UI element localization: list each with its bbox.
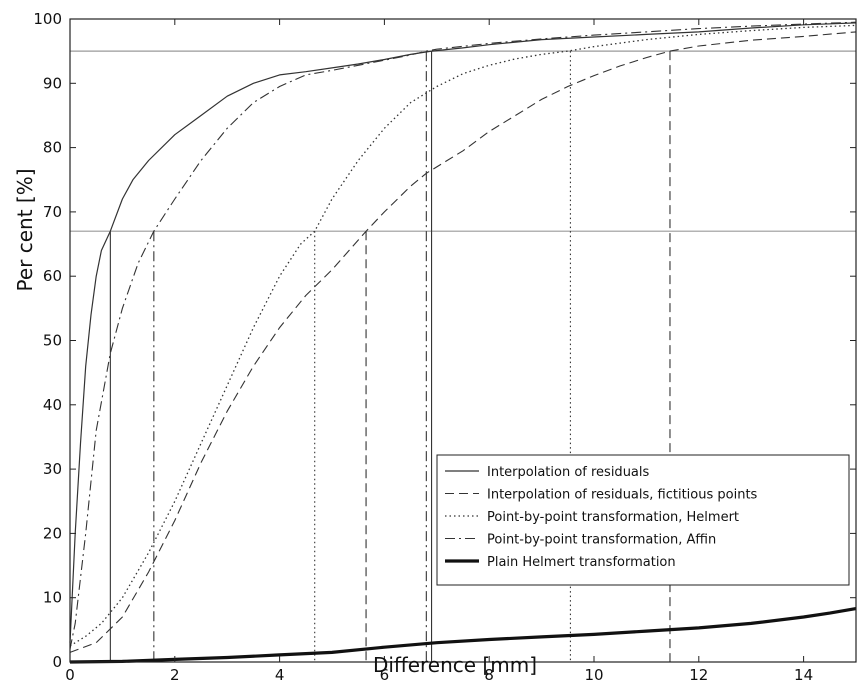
x-tick-label: 4 <box>275 666 285 683</box>
series-line-5 <box>69 607 857 664</box>
y-tick-label: 60 <box>43 267 62 285</box>
series-line-4 <box>69 21 857 650</box>
legend-label-4: Point-by-point transformation, Affin <box>487 533 716 548</box>
x-tick-label: 6 <box>380 666 390 683</box>
x-tick-label: 0 <box>65 666 75 683</box>
y-tick-label: 80 <box>43 139 62 157</box>
legend-label-3: Point-by-point transformation, Helmert <box>487 510 739 525</box>
legend-label-5: Plain Helmert transformation <box>487 555 676 570</box>
y-tick-label: 40 <box>43 396 62 414</box>
y-tick-label: 20 <box>43 524 62 542</box>
x-axis-title: Difference [mm] <box>373 653 537 677</box>
y-tick-label: 0 <box>52 653 62 671</box>
x-tick-label: 2 <box>170 666 180 683</box>
y-tick-label: 10 <box>43 589 62 607</box>
legend-box <box>436 454 850 586</box>
x-tick-label: 12 <box>689 666 708 683</box>
legend: Interpolation of residuals Interpolation … <box>436 454 850 586</box>
x-tick-label: 8 <box>484 666 494 683</box>
y-tick-label: 30 <box>43 460 62 478</box>
series-line-2 <box>69 31 857 653</box>
y-tick-label: 50 <box>43 332 62 350</box>
x-tick-label: 10 <box>584 666 603 683</box>
y-tick-label: 70 <box>43 203 62 221</box>
y-axis-title: Per cent [%] <box>13 168 37 291</box>
x-tick-label: 14 <box>794 666 813 683</box>
y-tick-label: 90 <box>43 74 62 92</box>
series-line-3 <box>69 24 857 647</box>
y-tick-label: 100 <box>33 10 62 28</box>
axes: 0 2 4 6 8 10 12 14 0 10 20 30 40 50 60 70 80 90 100 <box>33 10 857 683</box>
series-line-1 <box>69 22 857 643</box>
legend-label-2: Interpolation of residuals, fictitious p… <box>487 488 758 503</box>
legend-label-1: Interpolation of residuals <box>487 465 650 480</box>
